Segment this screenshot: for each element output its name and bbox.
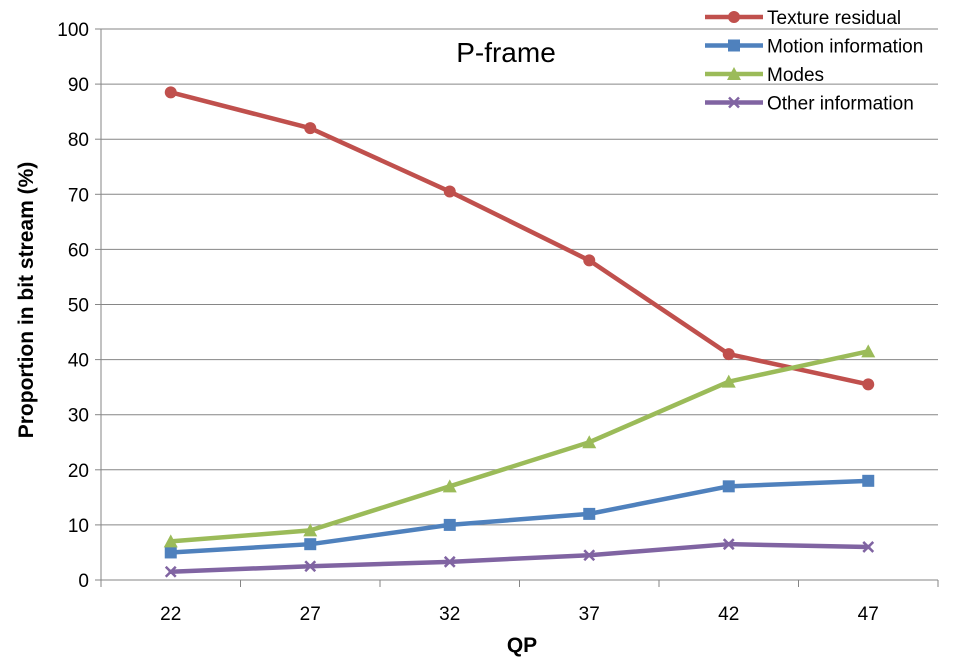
y-tick-label: 0 xyxy=(78,571,89,592)
series-other-information xyxy=(164,538,875,578)
x-tick-label: 27 xyxy=(300,604,321,625)
data-point xyxy=(727,67,741,80)
legend-item: Other information xyxy=(705,94,914,115)
data-point xyxy=(164,546,177,559)
series-motion-information xyxy=(164,474,875,559)
y-tick-label: 100 xyxy=(57,20,89,41)
series-modes xyxy=(163,344,876,548)
x-axis-title: QP xyxy=(507,634,537,657)
x-tick-label: 22 xyxy=(160,604,181,625)
data-point xyxy=(722,480,735,493)
y-tick-label: 30 xyxy=(68,406,89,427)
data-point xyxy=(163,534,178,548)
data-point xyxy=(443,555,456,568)
data-point xyxy=(722,348,735,361)
legend-label: Motion information xyxy=(767,37,923,58)
data-point xyxy=(728,39,740,52)
series-line xyxy=(168,90,871,387)
data-point xyxy=(861,344,876,358)
legend-label: Modes xyxy=(767,65,824,86)
legend-item: Motion information xyxy=(705,37,923,58)
data-point xyxy=(304,538,317,551)
x-tick-label: 47 xyxy=(858,604,879,625)
data-point xyxy=(164,565,177,578)
data-point xyxy=(862,474,875,487)
x-tick-label: 32 xyxy=(439,604,460,625)
data-point xyxy=(582,435,597,449)
data-point xyxy=(862,378,875,391)
y-tick-label: 70 xyxy=(68,185,89,206)
data-point xyxy=(304,560,317,573)
data-point xyxy=(583,549,596,562)
data-point xyxy=(583,254,596,267)
data-point xyxy=(728,96,740,109)
data-point xyxy=(721,374,736,388)
data-point xyxy=(304,122,317,135)
y-tick-label: 10 xyxy=(68,516,89,537)
data-point xyxy=(583,507,596,520)
data-point xyxy=(443,185,456,198)
series-line xyxy=(168,541,871,574)
y-tick-label: 90 xyxy=(68,75,89,96)
legend: Texture residual Motion information Modes O… xyxy=(705,8,923,115)
series-lines xyxy=(163,86,876,578)
y-tick-label: 50 xyxy=(68,296,89,317)
data-point xyxy=(728,11,740,23)
y-tick-label: 80 xyxy=(68,130,89,151)
data-point xyxy=(722,538,735,551)
legend-item: Texture residual xyxy=(705,8,901,29)
data-point xyxy=(442,479,457,493)
x-tick-label: 42 xyxy=(718,604,739,625)
y-tick-label: 40 xyxy=(68,351,89,372)
x-tick-label: 37 xyxy=(579,604,600,625)
legend-label: Other information xyxy=(767,94,914,115)
data-point xyxy=(862,541,875,553)
y-tick-label: 60 xyxy=(68,240,89,261)
data-point xyxy=(164,86,177,99)
gridlines xyxy=(101,28,938,581)
data-point xyxy=(303,523,318,537)
chart-title: P-frame xyxy=(456,37,556,68)
series-line xyxy=(168,478,871,555)
y-axis-title: Proportion in bit stream (%) xyxy=(15,162,38,439)
series-texture-residual xyxy=(164,86,875,391)
series-line xyxy=(168,349,871,544)
legend-item: Modes xyxy=(705,65,824,86)
legend-label: Texture residual xyxy=(767,8,901,29)
data-point xyxy=(443,518,456,531)
axes: 0 10 20 30 40 50 60 70 80 90 100 22 27 32 37 42 47 xyxy=(57,20,939,625)
y-tick-label: 20 xyxy=(68,461,89,482)
